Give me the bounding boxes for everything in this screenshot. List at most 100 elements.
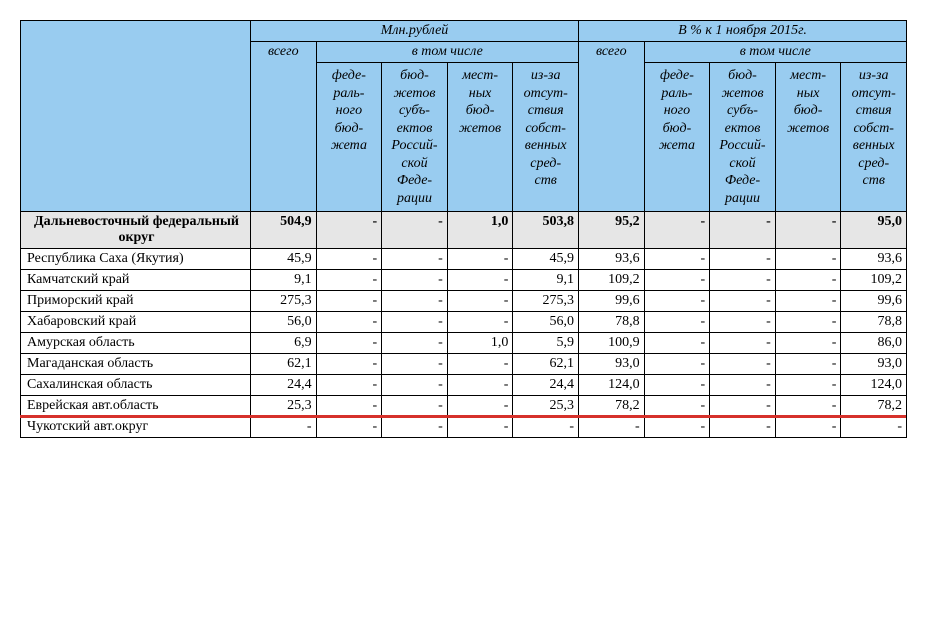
- cell-value: -: [644, 291, 710, 312]
- cell-value: -: [644, 270, 710, 291]
- header-group-right: В % к 1 ноября 2015г.: [579, 21, 907, 42]
- header-federal-left: феде-раль-ногобюд-жета: [316, 63, 382, 212]
- cell-value: 275,3: [513, 291, 579, 312]
- cell-value: 275,3: [251, 291, 317, 312]
- cell-value: -: [316, 417, 382, 438]
- header-regional-right: бюд-жетовсубъ-ектовРоссий-скойФеде-рации: [710, 63, 776, 212]
- cell-value: -: [775, 291, 841, 312]
- cell-value: 95,2: [579, 212, 645, 249]
- cell-value: 93,0: [579, 354, 645, 375]
- cell-value: 25,3: [513, 396, 579, 417]
- cell-value: 100,9: [579, 333, 645, 354]
- cell-value: 99,6: [841, 291, 907, 312]
- cell-value: -: [447, 375, 513, 396]
- cell-value: -: [447, 396, 513, 417]
- total-row: Дальневосточный федеральный округ504,9--…: [21, 212, 907, 249]
- row-name: Еврейская авт.область: [21, 396, 251, 417]
- budget-table: Млн.рублей В % к 1 ноября 2015г. всего в…: [20, 20, 907, 438]
- cell-value: -: [382, 333, 448, 354]
- cell-value: 78,8: [579, 312, 645, 333]
- header-group-left: Млн.рублей: [251, 21, 579, 42]
- cell-value: 95,0: [841, 212, 907, 249]
- cell-value: -: [382, 312, 448, 333]
- cell-value: -: [710, 417, 776, 438]
- cell-value: -: [579, 417, 645, 438]
- cell-value: 109,2: [579, 270, 645, 291]
- cell-value: -: [447, 249, 513, 270]
- table-body: Дальневосточный федеральный округ504,9--…: [21, 212, 907, 438]
- row-name: Приморский край: [21, 291, 251, 312]
- cell-value: -: [710, 312, 776, 333]
- header-local-right: мест-ныхбюд-жетов: [775, 63, 841, 212]
- cell-value: 62,1: [513, 354, 579, 375]
- cell-value: 56,0: [251, 312, 317, 333]
- header-own-left: из-заотсут-ствиясобст-венныхсред-ств: [513, 63, 579, 212]
- cell-value: -: [775, 333, 841, 354]
- row-name: Магаданская область: [21, 354, 251, 375]
- cell-value: -: [644, 396, 710, 417]
- cell-value: -: [775, 354, 841, 375]
- row-name: Сахалинская область: [21, 375, 251, 396]
- cell-value: -: [447, 291, 513, 312]
- cell-value: -: [775, 375, 841, 396]
- cell-value: -: [447, 354, 513, 375]
- cell-value: 93,6: [579, 249, 645, 270]
- table-header: Млн.рублей В % к 1 ноября 2015г. всего в…: [21, 21, 907, 212]
- cell-value: -: [644, 212, 710, 249]
- table-row: Магаданская область62,1---62,193,0---93,…: [21, 354, 907, 375]
- cell-value: 503,8: [513, 212, 579, 249]
- table-row: Еврейская авт.область25,3---25,378,2---7…: [21, 396, 907, 417]
- cell-value: -: [382, 212, 448, 249]
- cell-value: 124,0: [841, 375, 907, 396]
- cell-value: 86,0: [841, 333, 907, 354]
- header-local-left: мест-ныхбюд-жетов: [447, 63, 513, 212]
- cell-value: 45,9: [513, 249, 579, 270]
- row-name: Дальневосточный федеральный округ: [21, 212, 251, 249]
- cell-value: -: [710, 333, 776, 354]
- row-name: Республика Саха (Якутия): [21, 249, 251, 270]
- cell-value: -: [710, 212, 776, 249]
- cell-value: -: [644, 375, 710, 396]
- cell-value: 5,9: [513, 333, 579, 354]
- cell-value: -: [775, 396, 841, 417]
- cell-value: -: [382, 417, 448, 438]
- cell-value: -: [382, 354, 448, 375]
- cell-value: 93,6: [841, 249, 907, 270]
- row-name: Камчатский край: [21, 270, 251, 291]
- header-regional-left: бюд-жетовсубъ-ектовРоссий-скойФеде-рации: [382, 63, 448, 212]
- header-total-right: всего: [579, 42, 645, 212]
- cell-value: 6,9: [251, 333, 317, 354]
- cell-value: -: [316, 270, 382, 291]
- header-subgroup-right: в том числе: [644, 42, 906, 63]
- cell-value: 56,0: [513, 312, 579, 333]
- row-name: Чукотский авт.округ: [21, 417, 251, 438]
- cell-value: -: [644, 354, 710, 375]
- table-row: Сахалинская область24,4---24,4124,0---12…: [21, 375, 907, 396]
- row-name: Амурская область: [21, 333, 251, 354]
- table-row: Амурская область6,9--1,05,9100,9---86,0: [21, 333, 907, 354]
- header-blank: [21, 21, 251, 212]
- cell-value: 62,1: [251, 354, 317, 375]
- cell-value: -: [316, 212, 382, 249]
- cell-value: 24,4: [251, 375, 317, 396]
- cell-value: -: [775, 417, 841, 438]
- table-row: Приморский край275,3---275,399,6---99,6: [21, 291, 907, 312]
- cell-value: -: [644, 417, 710, 438]
- cell-value: -: [447, 312, 513, 333]
- header-own-right: из-заотсут-ствиясобст-венныхсред-ств: [841, 63, 907, 212]
- cell-value: -: [382, 375, 448, 396]
- header-federal-right: феде-раль-ногобюд-жета: [644, 63, 710, 212]
- table-row: Хабаровский край56,0---56,078,8---78,8: [21, 312, 907, 333]
- cell-value: -: [316, 312, 382, 333]
- table-row: Республика Саха (Якутия)45,9---45,993,6-…: [21, 249, 907, 270]
- cell-value: -: [382, 249, 448, 270]
- cell-value: 109,2: [841, 270, 907, 291]
- cell-value: 9,1: [513, 270, 579, 291]
- cell-value: -: [513, 417, 579, 438]
- cell-value: -: [710, 375, 776, 396]
- cell-value: -: [316, 249, 382, 270]
- cell-value: -: [710, 291, 776, 312]
- cell-value: -: [382, 396, 448, 417]
- cell-value: 45,9: [251, 249, 317, 270]
- cell-value: -: [710, 354, 776, 375]
